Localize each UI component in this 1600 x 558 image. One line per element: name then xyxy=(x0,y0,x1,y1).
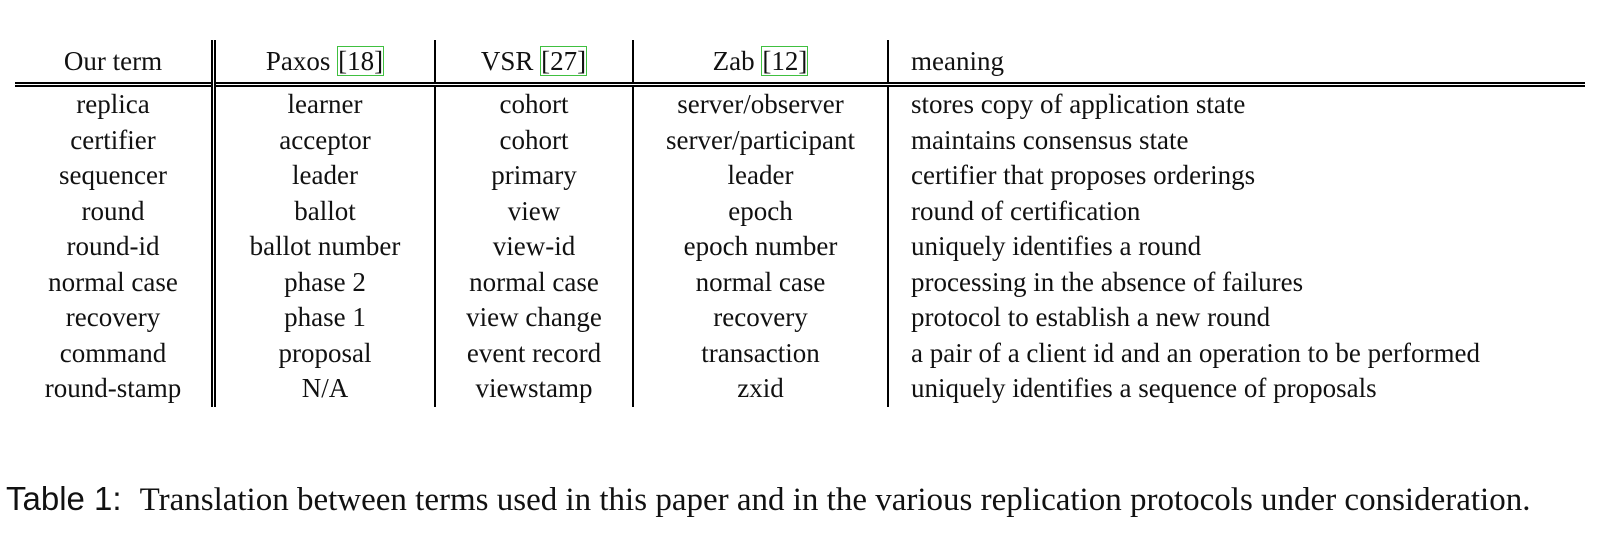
cell-meaning: certifier that proposes orderings xyxy=(911,160,1256,190)
cell-vsr: primary xyxy=(435,158,634,194)
cell-zab: normal case xyxy=(633,264,889,300)
citation-link[interactable]: [18] xyxy=(337,46,385,77)
header-label: meaning xyxy=(911,46,1004,77)
cell-paxos: leader xyxy=(213,158,436,194)
header-label: VSR xyxy=(480,46,541,77)
citation-link[interactable]: [12] xyxy=(761,46,809,77)
cell-our-term: round xyxy=(15,193,216,229)
cell-vsr: viewstamp xyxy=(435,371,634,407)
table-row: normal case phase 2 normal case normal c… xyxy=(15,264,1585,300)
cell-meaning: processing in the absence of failures xyxy=(911,266,1304,297)
terms-table-container: Our term Paxos [18] VSR [27] Zab [12] me… xyxy=(15,40,1585,407)
cell-vsr: event record xyxy=(435,335,634,371)
table-row: round ballot view epoch round of certifi… xyxy=(15,193,1585,229)
header-label: Our term xyxy=(63,46,163,77)
citation-link[interactable]: [27] xyxy=(540,46,588,77)
header-meaning: meaning xyxy=(888,40,1585,85)
cell-vsr: view xyxy=(435,193,634,229)
header-row: Our term Paxos [18] VSR [27] Zab [12] me… xyxy=(15,40,1585,85)
table-row: command proposal event record transactio… xyxy=(15,335,1585,371)
cell-vsr: cohort xyxy=(435,122,634,158)
cell-our-term: normal case xyxy=(15,264,216,300)
cell-paxos: ballot xyxy=(213,193,436,229)
cell-paxos: ballot number xyxy=(213,229,436,265)
cell-meaning: stores copy of application state xyxy=(911,89,1246,119)
cell-vsr: cohort xyxy=(435,84,634,123)
header-our-term: Our term xyxy=(15,40,216,85)
header-label: Zab xyxy=(712,46,762,77)
cell-zab: recovery xyxy=(633,300,889,336)
cell-our-term: sequencer xyxy=(15,158,216,194)
cell-meaning: a pair of a client id and an operation t… xyxy=(911,337,1481,368)
cell-zab: server/observer xyxy=(633,84,889,123)
terms-table: Our term Paxos [18] VSR [27] Zab [12] me… xyxy=(15,40,1585,407)
cell-zab: server/participant xyxy=(633,122,889,158)
header-zab: Zab [12] xyxy=(633,40,889,85)
caption-label: Table 1: xyxy=(6,480,122,517)
cell-vsr: view-id xyxy=(435,229,634,265)
cell-meaning: round of certification xyxy=(911,195,1141,226)
cell-meaning: protocol to establish a new round xyxy=(911,302,1271,332)
cell-meaning: maintains consensus state xyxy=(911,124,1189,155)
table-body: replica learner cohort server/observer s… xyxy=(15,84,1585,407)
cell-meaning: uniquely identifies a sequence of propos… xyxy=(911,373,1377,403)
header-label: Paxos xyxy=(265,46,338,77)
cell-vsr: normal case xyxy=(435,264,634,300)
cell-our-term: replica xyxy=(15,84,216,123)
cell-zab: epoch xyxy=(633,193,889,229)
cell-our-term: round-stamp xyxy=(15,371,216,407)
cell-zab: leader xyxy=(633,158,889,194)
cell-paxos: acceptor xyxy=(213,122,436,158)
cell-zab: zxid xyxy=(633,371,889,407)
table-row: recovery phase 1 view change recovery pr… xyxy=(15,300,1585,336)
table-row: replica learner cohort server/observer s… xyxy=(15,84,1585,123)
cell-our-term: certifier xyxy=(15,122,216,158)
cell-paxos: learner xyxy=(213,84,436,123)
cell-our-term: round-id xyxy=(15,229,216,265)
header-vsr: VSR [27] xyxy=(435,40,634,85)
cell-our-term: command xyxy=(15,335,216,371)
cell-zab: transaction xyxy=(633,335,889,371)
caption-text: Translation between terms used in this p… xyxy=(139,482,1531,518)
cell-zab: epoch number xyxy=(633,229,889,265)
table-row: round-id ballot number view-id epoch num… xyxy=(15,229,1585,265)
cell-paxos: N/A xyxy=(213,371,436,407)
table-row: sequencer leader primary leader certifie… xyxy=(15,158,1585,194)
cell-paxos: phase 2 xyxy=(213,264,436,300)
cell-our-term: recovery xyxy=(15,300,216,336)
header-paxos: Paxos [18] xyxy=(213,40,436,85)
table-row: round-stamp N/A viewstamp zxid uniquely … xyxy=(15,371,1585,407)
table-header: Our term Paxos [18] VSR [27] Zab [12] me… xyxy=(15,40,1585,85)
cell-vsr: view change xyxy=(435,300,634,336)
cell-paxos: proposal xyxy=(213,335,436,371)
cell-meaning: uniquely identifies a round xyxy=(911,231,1202,261)
cell-paxos: phase 1 xyxy=(213,300,436,336)
table-caption: Table 1: Translation between terms used i… xyxy=(6,480,1530,519)
table-row: certifier acceptor cohort server/partici… xyxy=(15,122,1585,158)
